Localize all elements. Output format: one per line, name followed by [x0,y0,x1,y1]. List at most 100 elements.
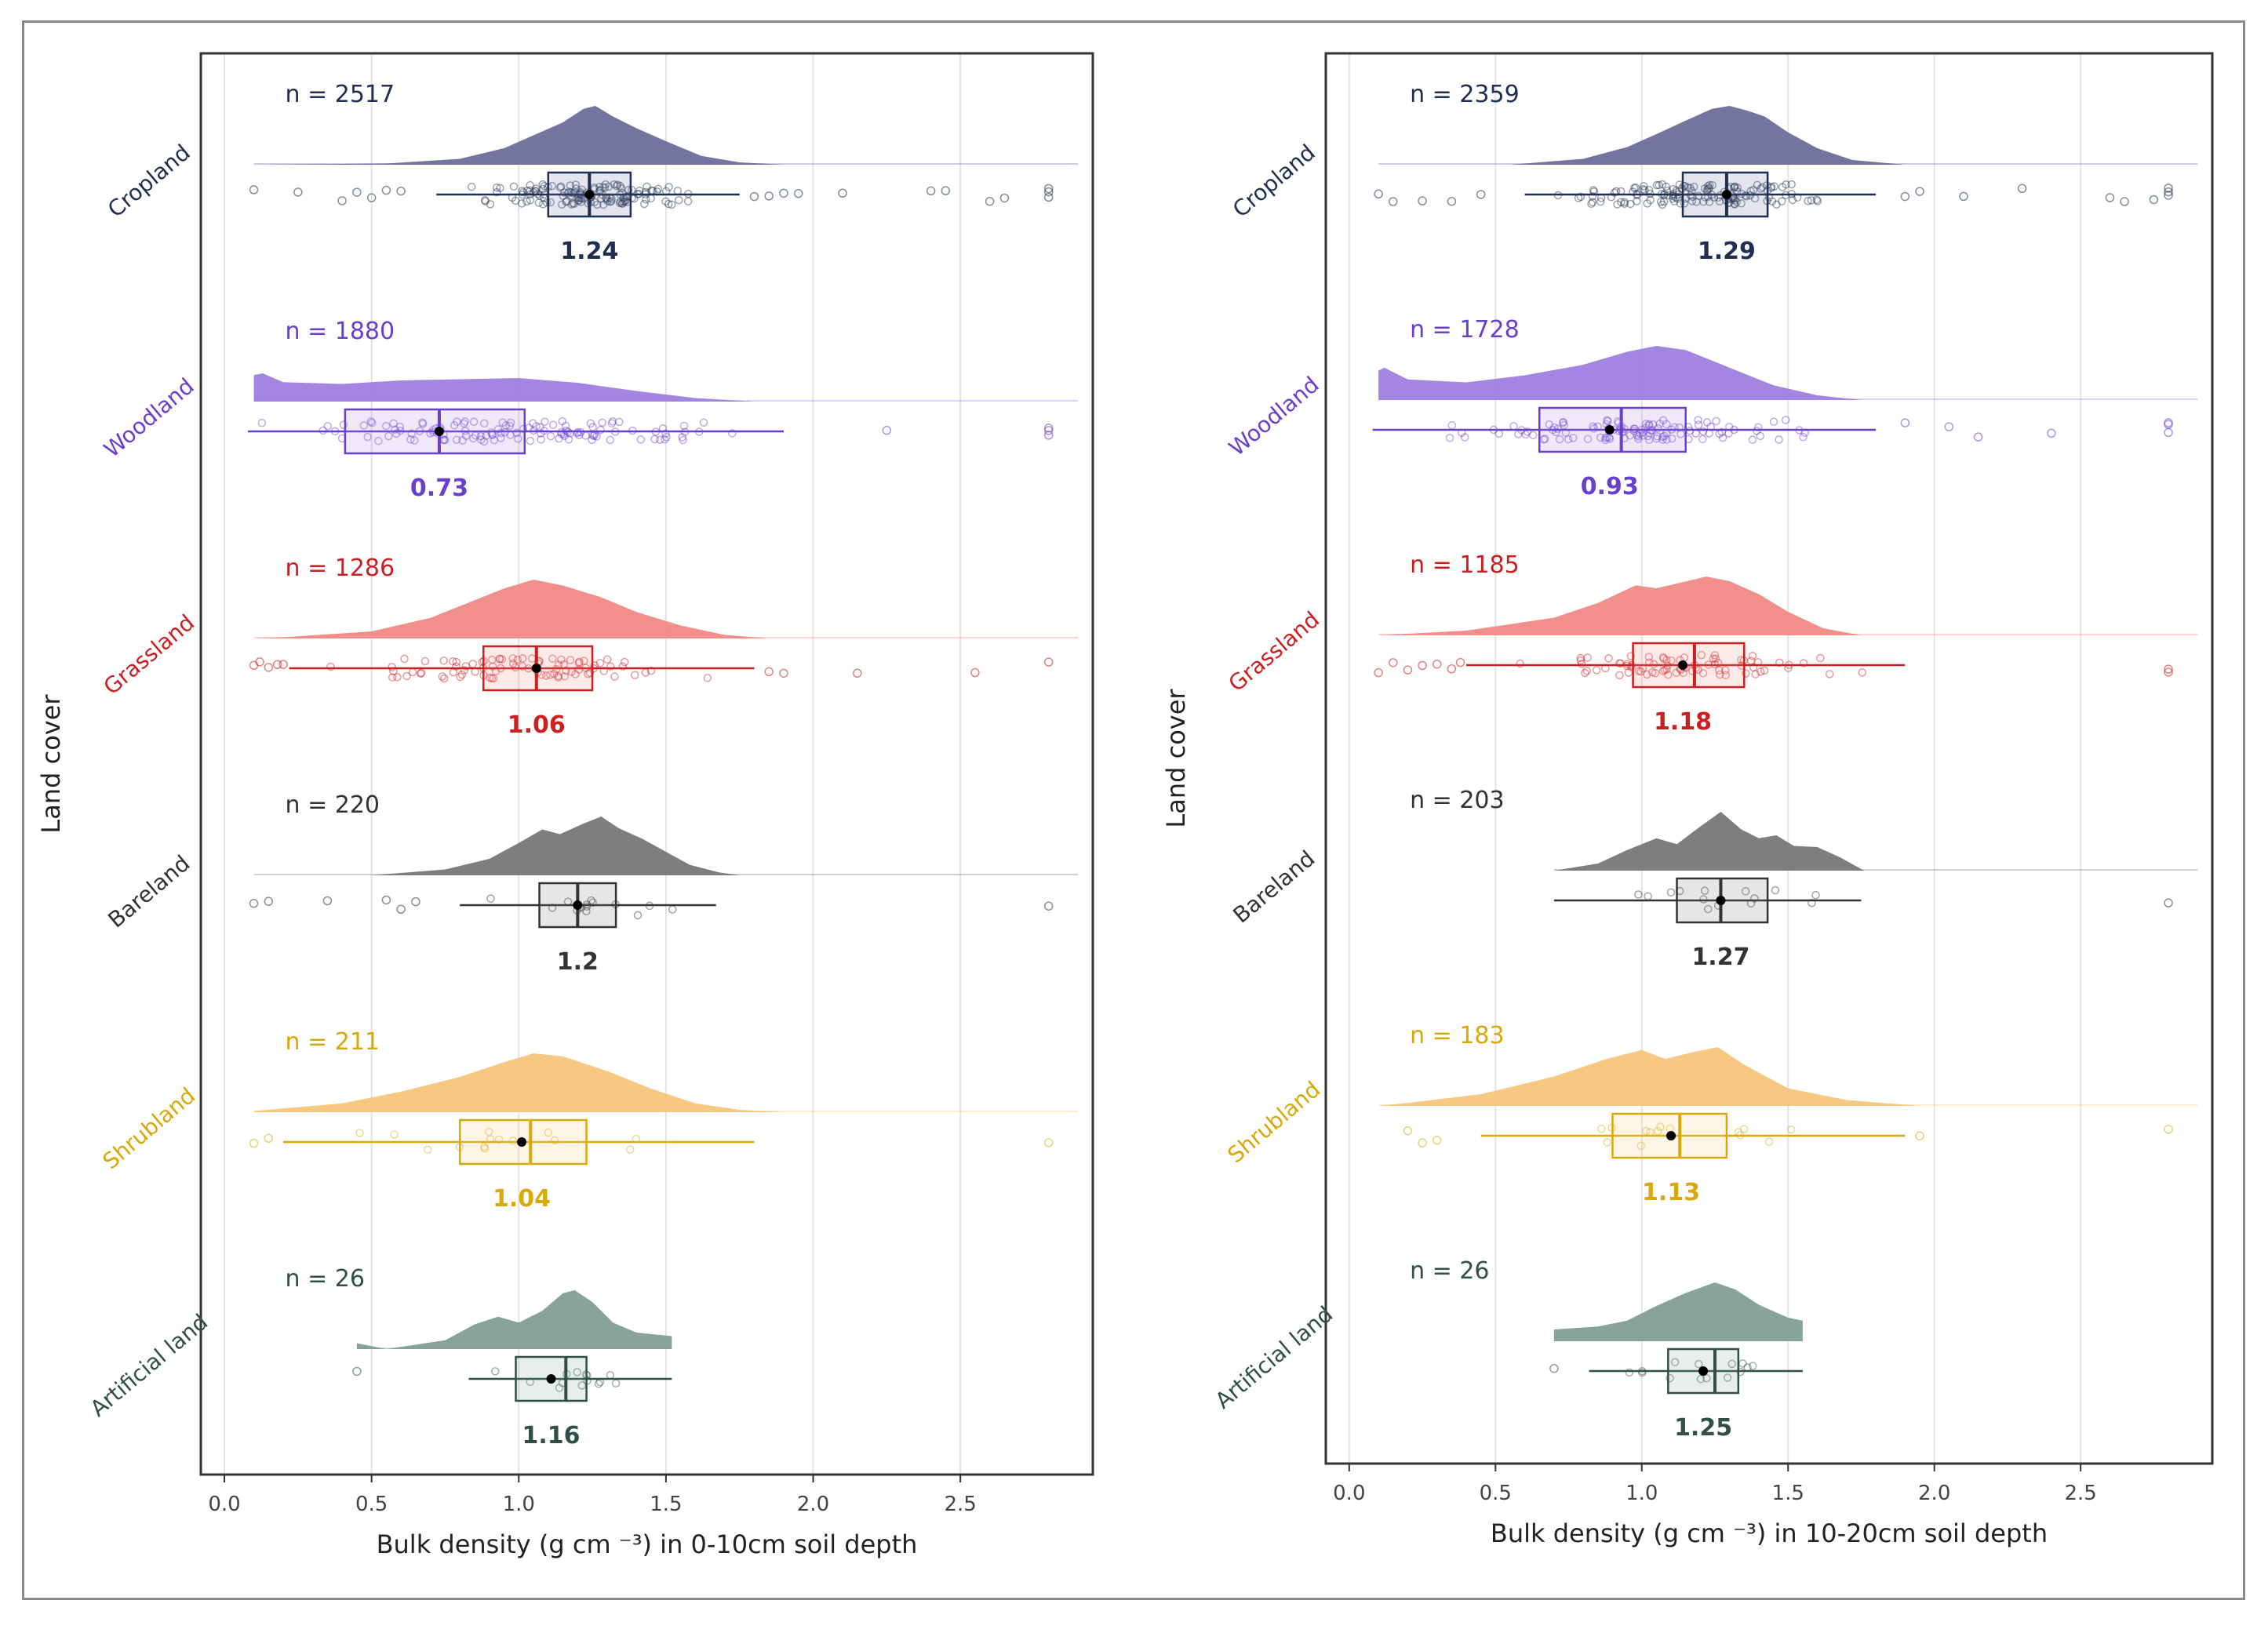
rain-point [618,662,628,671]
outlier-point [2164,420,2173,429]
rain-point [573,1368,581,1377]
rain-point [617,199,627,208]
rain-point [439,656,448,665]
rain-point [1692,198,1701,206]
rain-point [544,1128,553,1137]
n-label: n = 1728 [1410,316,1520,344]
rain-point [1826,670,1834,678]
rain-point [1787,1125,1796,1134]
outlier-point [1043,187,1054,197]
rain-point [1742,192,1751,201]
rain-point [526,180,534,190]
rain-point [569,199,577,208]
rain-point [519,424,528,434]
rain-point [1626,652,1636,660]
rain-point [1656,198,1666,206]
rain-point [400,654,409,664]
rain-point [590,184,599,194]
mean-point [531,664,541,673]
plot-frame [1324,52,2214,1465]
rain-point [539,184,548,194]
rain-point [498,418,508,427]
rain-point [1710,651,1720,660]
rain-point [1633,197,1641,205]
rain-point [508,1137,518,1145]
rain-point [620,657,629,667]
rain-point [1578,660,1586,668]
rain-points [1634,886,2173,914]
rain-point [529,187,538,197]
rain-point [1620,198,1629,206]
y-axis-label: Land cover [1161,689,1191,828]
rain-point [1592,666,1601,675]
rain-point [1813,197,1822,205]
rain-point [1699,895,1708,904]
outlier-point [764,191,774,201]
rain-point [1560,420,1568,430]
outlier-point [1447,196,1457,206]
mean-value-label: 1.25 [1674,1414,1732,1442]
rain-point [555,434,563,443]
rain-point [1651,669,1660,678]
density-cloud [1378,106,1906,165]
rain-point [1721,671,1731,680]
rain-point [402,671,411,681]
mean-point [1604,425,1615,435]
n-label: n = 1185 [1410,551,1520,579]
rain-point [1603,416,1611,425]
rain-point [617,198,627,208]
rain-point [469,434,478,443]
rain-point [420,656,430,666]
rain-point [1733,184,1742,192]
outlier-point [794,189,803,198]
mean-value-label: 1.16 [522,1422,581,1449]
x-axis-label: Bulk density (g cm ⁻³) in 0-10cm soil de… [377,1529,918,1559]
outlier-point [2164,1125,2173,1134]
rain-point [534,198,544,207]
outlier-point [779,668,788,678]
rain-point [562,666,570,675]
rain-point [490,435,499,445]
mean-value-label: 1.29 [1698,238,1756,265]
outlier-point [1043,424,1054,433]
rain-point [486,673,494,682]
rain-point [441,435,450,445]
rain-point [393,673,402,682]
rain-point [1676,199,1685,208]
rain-point [461,662,471,671]
rain-point [588,898,597,907]
rain-point [511,196,520,205]
outlier-point [337,196,347,205]
mean-value-label: 1.27 [1691,944,1749,971]
rain-point [1646,195,1655,205]
rain-point [1751,670,1760,678]
rain-point [497,428,505,438]
rain-point [1644,435,1654,445]
outlier-point [2164,187,2173,197]
rain-point [1545,420,1554,429]
rain-point [389,419,398,428]
rain-point [508,654,517,663]
rain-point [1589,424,1599,433]
rain-points [249,180,1054,209]
mean-point [1716,896,1726,905]
rain-point [479,437,489,446]
outlier-point [352,187,362,197]
rain-point [703,674,712,682]
rain-point [1658,653,1668,662]
rain-points [249,654,1054,683]
n-label: n = 26 [1410,1257,1489,1285]
rain-point [1637,1368,1647,1377]
rain-point [1664,670,1673,679]
rain-point [496,184,504,192]
rain-point [1658,432,1667,442]
outlier-point [2017,184,2027,194]
rain-point [506,418,515,427]
rain-point [1528,431,1538,440]
mean-value-label: 1.04 [493,1185,551,1213]
outlier-point [2164,184,2173,193]
x-tick-label: 0.5 [1480,1482,1512,1505]
rain-point [1541,435,1549,443]
rain-point [452,657,461,667]
rain-point [492,183,501,192]
